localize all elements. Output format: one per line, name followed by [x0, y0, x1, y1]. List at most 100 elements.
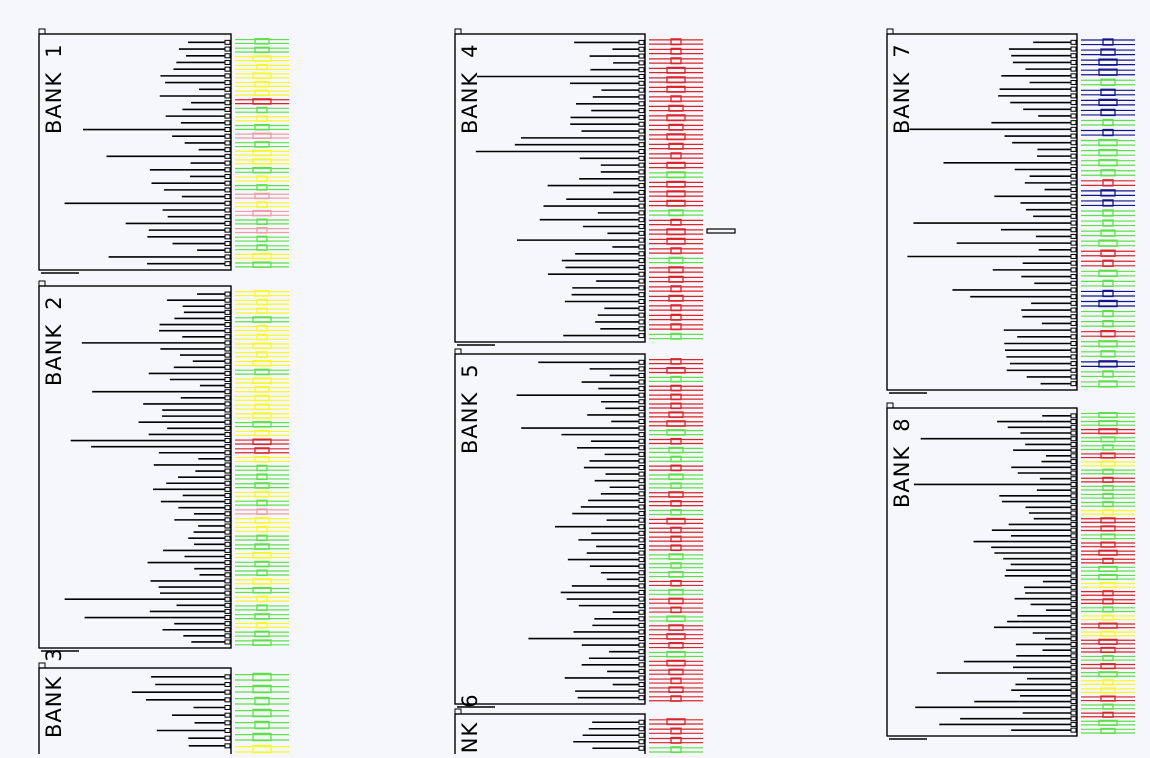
bank-panel-2: BANK 2 [38, 280, 289, 652]
pin-pad [224, 529, 231, 535]
pin-pad [638, 603, 645, 609]
status-marker [1100, 695, 1116, 702]
pin-pad [224, 615, 231, 621]
bank-outline [886, 33, 1078, 391]
pin-pad [224, 639, 231, 645]
status-marker [1102, 484, 1114, 492]
pin-pad [638, 688, 645, 694]
pin-pad [1070, 699, 1077, 705]
bank-outline [886, 407, 1078, 737]
status-marker [666, 420, 686, 427]
pin-pad [224, 80, 231, 86]
pin-pad [638, 319, 645, 325]
status-marker [668, 275, 684, 283]
status-marker [668, 411, 684, 418]
pin-pad [224, 53, 231, 59]
pin-pad [224, 315, 231, 321]
status-marker [1100, 189, 1116, 197]
status-marker [670, 677, 682, 685]
status-marker [252, 261, 272, 268]
pin-pad [1070, 334, 1077, 340]
pin-pad [1070, 106, 1077, 112]
pin-pad [224, 254, 231, 260]
pin-pad [224, 120, 231, 126]
status-marker [1100, 169, 1116, 177]
pin-pad [638, 557, 645, 563]
pin-pad [1070, 153, 1077, 159]
status-marker [1100, 727, 1116, 735]
pin-pad [1070, 220, 1077, 226]
pin-pad [1070, 476, 1077, 482]
pin-pad [1070, 464, 1077, 470]
pin-pad [638, 465, 645, 471]
status-marker [1102, 654, 1114, 662]
pin-pad [1070, 39, 1077, 45]
bank-number: 5 [458, 363, 482, 377]
pin-pad [1070, 647, 1077, 653]
status-marker [1100, 108, 1116, 117]
status-marker [1098, 380, 1118, 388]
pin-pad [1070, 413, 1077, 419]
bank-panel-1: BANK 1 [38, 28, 289, 274]
pin-pad [224, 486, 231, 492]
status-marker [1102, 509, 1114, 516]
status-marker [666, 659, 686, 667]
pin-pad [1070, 187, 1077, 193]
pin-pad [224, 220, 231, 226]
status-marker [668, 553, 684, 560]
bank-number: 2 [42, 295, 66, 309]
pin-pad [1070, 254, 1077, 259]
status-marker [254, 517, 270, 524]
status-marker [668, 668, 684, 676]
status-marker [666, 366, 686, 374]
status-marker [666, 517, 686, 525]
bank-label: BANK 6 [458, 693, 482, 754]
pin-pad [638, 583, 645, 589]
status-marker [252, 98, 272, 105]
pin-pad [1070, 436, 1077, 442]
pin-pad [1070, 619, 1077, 625]
pin-pad [224, 395, 231, 401]
pin-pad [224, 214, 231, 220]
status-marker [1100, 229, 1116, 237]
pin-pad [224, 261, 231, 267]
status-marker [670, 47, 682, 55]
pin-pad [224, 93, 231, 99]
pin-pad [638, 622, 645, 628]
pin-pad [638, 74, 645, 79]
status-marker [254, 38, 270, 45]
pin-pad [1070, 516, 1077, 522]
status-marker [670, 218, 682, 226]
pin-pad [1070, 630, 1077, 636]
pin-pad [638, 642, 645, 648]
pin-pad [638, 53, 645, 59]
status-marker [254, 141, 270, 148]
pin-pad [224, 297, 231, 303]
pin-pad [1070, 73, 1077, 79]
probe-tick [706, 228, 736, 234]
pin-pad [224, 621, 231, 627]
status-marker [1098, 340, 1118, 348]
bank-number: 1 [42, 43, 66, 57]
bank-corner-tab [38, 280, 46, 287]
status-marker [1100, 350, 1116, 358]
status-marker [256, 525, 268, 533]
pin-pad [1070, 721, 1077, 727]
status-marker [256, 63, 268, 71]
pin-pad [224, 682, 231, 687]
pin-pad [638, 550, 645, 556]
pin-pad [638, 155, 645, 161]
status-marker [668, 104, 684, 112]
pin-pad [1070, 676, 1077, 682]
pin-pad [638, 668, 645, 674]
status-marker [1102, 492, 1114, 500]
pin-pad [224, 383, 231, 389]
pin-pad [638, 418, 645, 424]
status-marker [252, 252, 272, 260]
status-marker [670, 95, 682, 103]
status-marker [252, 158, 272, 165]
pin-pad [224, 241, 231, 247]
pin-pad [1070, 167, 1077, 172]
pin-pad [1070, 704, 1077, 710]
pin-pad [1070, 653, 1077, 659]
